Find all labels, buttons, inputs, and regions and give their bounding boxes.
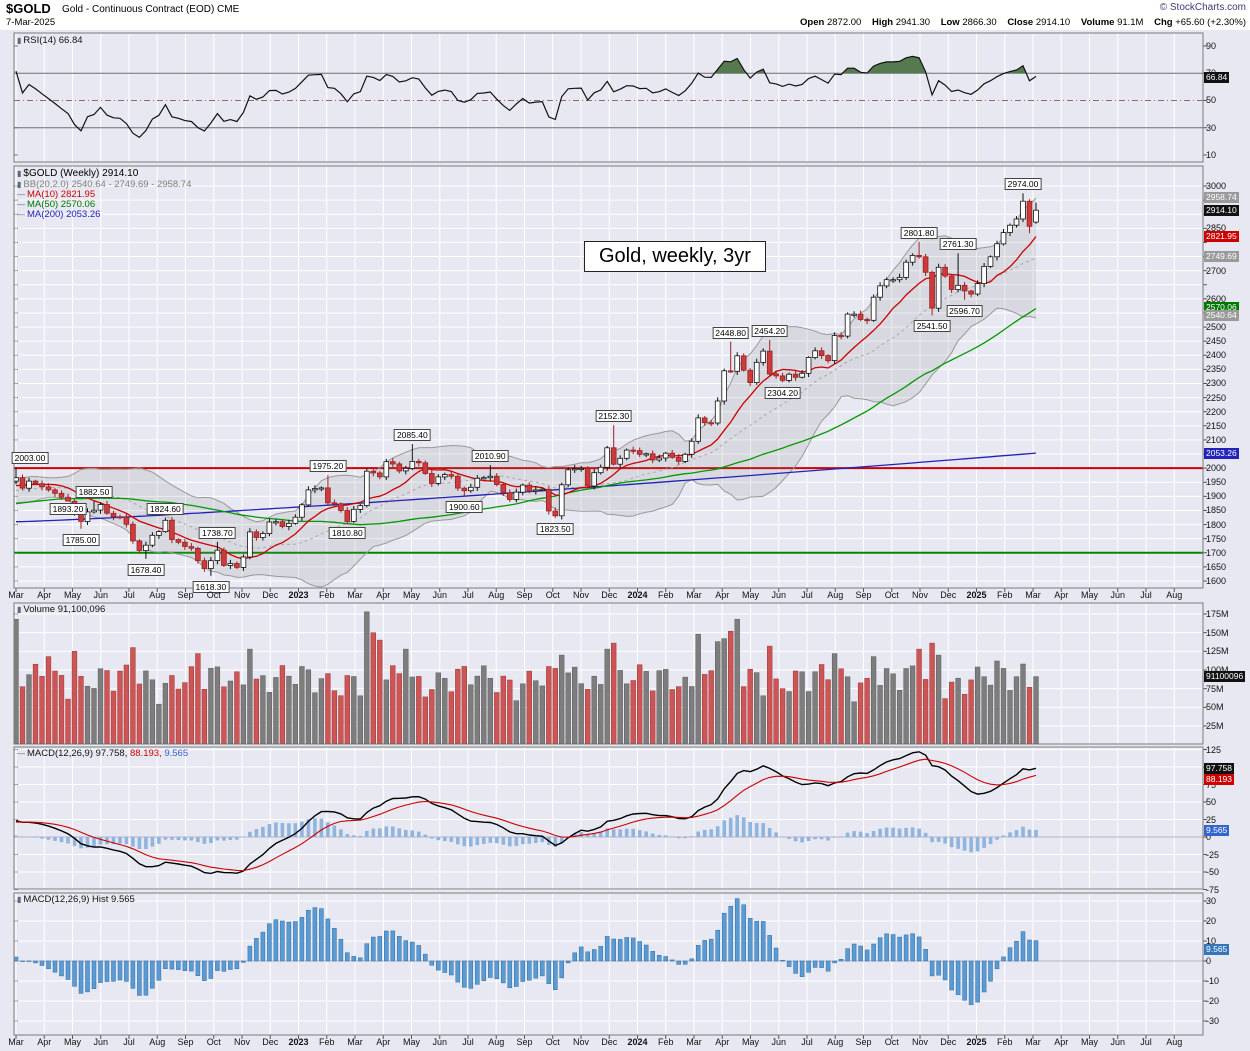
bollinger-legend-text: BB(20,2.0) 2540.64 - 2749.69 - 2958.74 [23,179,192,190]
macd-hist-legend-text: MACD(12,26,9) Hist 9.565 [23,894,135,905]
macd-legend: — MACD(12,26,9) 97.758, 88.193, 9.565 [17,748,188,759]
candlesticks [14,193,1039,576]
volume-label: Volume [1080,17,1115,28]
panel-border [13,32,1204,163]
volume-bars [14,611,1039,744]
legend-line-icon: — [17,190,25,199]
volume-legend-text: Volume 91,100,096 [23,604,106,615]
macd-hist-value: 9.565 [164,748,189,759]
hist-bars [14,898,1039,1005]
close-value: 2914.10 [1035,17,1071,28]
legend-line-icon: — [17,749,25,758]
macd-signal-value: 88.193, [129,748,162,759]
volume-legend: ▮ Volume 91,100,096 [17,604,105,615]
low-value: 2866.30 [962,17,997,28]
panel-border [13,746,1204,890]
chart-title-overlay: Gold, weekly, 3yr [584,241,766,272]
copyright: © StockCharts.com [1159,2,1246,13]
macd-hist-legend: ▮ MACD(12,26,9) Hist 9.565 [17,894,135,905]
legend-chart-icon: ▮ [17,36,22,45]
legend-chart-icon: ▮ [17,180,22,189]
price-legend: ▮ $GOLD (Weekly) 2914.10 [17,168,138,179]
price-panel [14,166,1207,588]
legend-line-icon: — [17,200,25,209]
high-label: High [871,17,894,28]
macd-legend-name: MACD(12,26,9) [27,748,93,759]
ma200-legend: — MA(200) 2053.26 [17,209,100,220]
legend-chart-icon: ▮ [17,895,22,904]
panel-border [13,892,1204,1036]
panel-border [13,602,1204,745]
chart-date: 7-Mar-2025 [6,17,56,28]
rsi-panel [14,33,1207,162]
bollinger-legend: ▮ BB(20,2.0) 2540.64 - 2749.69 - 2958.74 [17,179,191,190]
legend-chart-icon: ▮ [17,169,22,178]
ma50-legend-text: MA(50) 2570.06 [27,199,96,210]
close-label: Close [1007,17,1034,28]
ma10-legend-text: MA(10) 2821.95 [27,189,96,200]
open-value: 2872.00 [826,17,862,28]
rsi-legend-text: RSI(14) 66.84 [23,35,83,46]
chg-label: Chg [1154,17,1173,28]
volume-panel [14,603,1207,744]
bollinger-band-fill [16,198,1036,588]
high-value: 2941.30 [895,17,931,28]
macd-histogram-bars [14,815,1038,853]
symbol: $GOLD [6,1,51,16]
low-label: Low [940,17,960,28]
quote-strip: Open 2872.00 High 2941.30 Low 2866.30 Cl… [792,17,1246,28]
symbol-description: Gold - Continuous Contract (EOD) CME [62,4,240,15]
macd-hist-panel [14,893,1207,1035]
ma10-legend: — MA(10) 2821.95 [17,189,95,200]
macd-panel [14,747,1207,890]
legend-line-icon: — [17,210,25,219]
rsi-overbought-fill [16,56,1036,74]
ma50-legend: — MA(50) 2570.06 [17,199,95,210]
panel-border [13,165,1204,589]
open-label: Open [800,17,825,28]
price-legend-text: $GOLD (Weekly) 2914.10 [23,168,139,179]
rsi-legend: ▮ RSI(14) 66.84 [17,35,83,46]
volume-value: 91.1M [1117,17,1144,28]
macd-value: 97.758, [95,748,128,759]
legend-chart-icon: ▮ [17,605,22,614]
chg-value: +65.60 (+2.30%) [1175,17,1246,28]
ma200-legend-text: MA(200) 2053.26 [27,209,101,220]
chart-header: $GOLD Gold - Continuous Contract (EOD) C… [0,0,1250,30]
